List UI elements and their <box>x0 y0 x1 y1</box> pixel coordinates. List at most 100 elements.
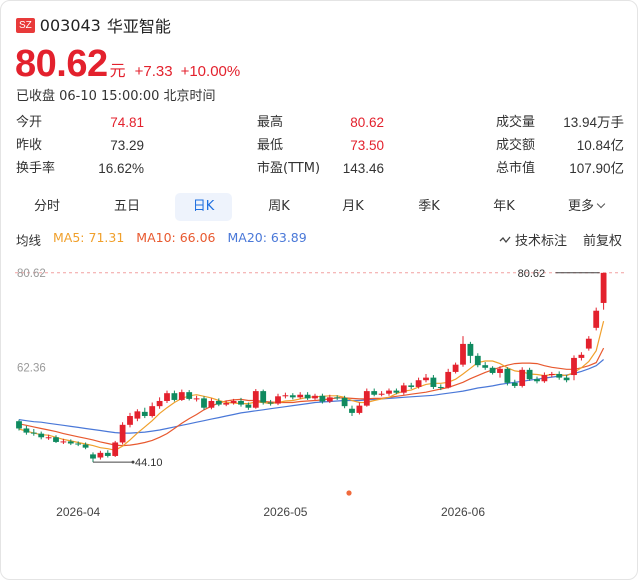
tab-quarterly-k[interactable]: 季K <box>399 193 459 221</box>
candle-body <box>38 433 45 438</box>
candle-body <box>215 400 222 405</box>
candle-body <box>201 398 207 408</box>
period-tabs: 分时 五日 日K 周K 月K 季K 年K 更多 <box>1 193 638 221</box>
ma20-value: MA20: 63.89 <box>227 230 307 245</box>
ma-title: 均线 <box>16 233 42 248</box>
candle-body <box>45 437 52 439</box>
min-pointer-dot <box>131 460 135 464</box>
stat-label: 总市值 <box>496 161 536 176</box>
stat-value: 73.29 <box>110 138 144 153</box>
candle-body <box>178 392 185 400</box>
candle-body <box>489 367 496 373</box>
candle-body <box>526 369 533 380</box>
candle-body <box>386 390 392 394</box>
candle-body <box>593 310 600 328</box>
candle-body <box>141 411 148 417</box>
current-price: 80.62 <box>15 43 108 85</box>
stat-high: 最高 80.62 <box>257 113 384 133</box>
x-tick-label: 2026-05 <box>263 505 307 519</box>
candle-body <box>504 368 511 383</box>
adjust-toggle[interactable]: 前复权 <box>582 234 622 249</box>
tab-more[interactable]: 更多 <box>556 193 616 221</box>
market-badge: SZ <box>16 17 35 33</box>
tab-label: 分时 <box>33 199 60 214</box>
candle-body <box>289 395 296 398</box>
candle-body <box>482 365 489 368</box>
candle-body <box>171 393 178 400</box>
ma5-value: MA5: 71.31 <box>53 230 125 245</box>
candle-body <box>460 343 466 365</box>
price-change: +7.33 <box>134 63 173 80</box>
stat-label: 最高 <box>257 115 284 130</box>
candle-body <box>341 397 348 407</box>
kline-chart[interactable]: 80.62 62.36 80.62 44.10 2026-04 2026-05 2026-0… <box>1 251 638 531</box>
candle-body <box>67 441 74 444</box>
stat-label: 成交量 <box>496 115 536 130</box>
tab-daily-k[interactable]: 日K <box>175 193 232 221</box>
tab-yearly-k[interactable]: 年K <box>474 193 534 221</box>
tab-label: 季K <box>418 199 440 214</box>
candle-body <box>534 379 540 382</box>
tab-five-day[interactable]: 五日 <box>97 193 157 221</box>
candle-body <box>119 424 126 443</box>
candle-body <box>400 385 407 393</box>
candle-body <box>252 391 259 408</box>
tab-weekly-k[interactable]: 周K <box>249 193 309 221</box>
candle-body <box>556 373 563 378</box>
candle-body <box>60 441 67 443</box>
tab-label: 周K <box>268 199 290 214</box>
x-tick-label: 2026-04 <box>56 505 100 519</box>
y-tick-label: 80.62 <box>17 268 46 280</box>
stat-open: 今开 74.81 <box>16 113 144 133</box>
candle-body <box>349 408 355 413</box>
candle-body <box>23 428 30 433</box>
candle-body <box>16 421 22 429</box>
chart-tools: 技术标注 前复权 <box>499 230 622 249</box>
tech-annotation-label: 技术标注 <box>514 234 567 249</box>
candle-body <box>30 432 37 434</box>
candle-body <box>563 377 570 381</box>
candle-body <box>371 391 378 395</box>
price-change-percent: +10.00% <box>180 63 241 80</box>
candle-body <box>437 386 444 388</box>
candle-body <box>423 377 429 381</box>
candle-body <box>238 400 244 405</box>
candle-body <box>578 354 585 358</box>
candle-body <box>474 355 481 366</box>
tab-label: 日K <box>192 199 215 214</box>
candle-body <box>319 395 326 402</box>
ma20-line <box>18 359 604 434</box>
candle-body <box>245 404 252 408</box>
stat-value: 80.62 <box>350 115 384 130</box>
candle-body <box>223 403 230 405</box>
stat-value: 16.62% <box>98 161 144 176</box>
candle-body <box>541 375 548 382</box>
candle-body <box>186 392 193 399</box>
candle-body <box>134 411 141 419</box>
candle-body <box>334 397 341 399</box>
stock-header: SZ 003043 华亚智能 <box>16 13 171 37</box>
candle-body <box>393 390 400 393</box>
stat-low: 最低 73.50 <box>257 136 384 156</box>
candle-body <box>297 394 304 398</box>
stat-value: 73.50 <box>350 138 384 153</box>
candle-body <box>356 405 363 413</box>
candle-body <box>104 452 111 456</box>
candle-body <box>75 443 82 445</box>
candle-body <box>90 454 96 459</box>
candle-body <box>304 394 311 399</box>
price-row: 80.62 元 +7.33 +10.00% <box>15 43 240 86</box>
tab-intraday[interactable]: 分时 <box>17 193 77 221</box>
tech-annotation-toggle[interactable]: 技术标注 <box>499 230 567 249</box>
stat-pe-ttm: 市盈(TTM) 143.46 <box>257 159 384 179</box>
tab-monthly-k[interactable]: 月K <box>323 193 383 221</box>
ma-legend: 均线 MA5: 71.31 MA10: 66.06 MA20: 63.89 <box>16 230 319 249</box>
candle-body <box>82 444 89 448</box>
candle-body <box>497 368 503 373</box>
candle-body <box>208 400 215 408</box>
y-tick-label: 62.36 <box>17 362 46 374</box>
candle-body <box>97 452 104 458</box>
candle-body <box>156 400 163 407</box>
tab-label: 更多 <box>567 199 594 214</box>
